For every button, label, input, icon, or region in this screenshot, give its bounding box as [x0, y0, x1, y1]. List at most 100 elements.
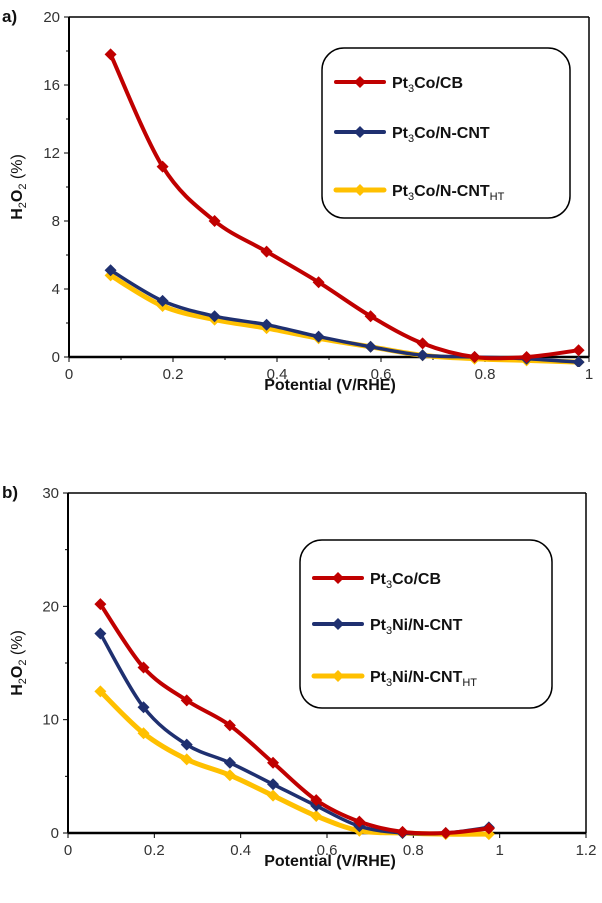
series-Pt3Co/CB [104, 48, 585, 363]
legend-label-part: Pt [370, 617, 387, 634]
y-title-sub: 2 [17, 184, 29, 190]
data-point-marker [396, 825, 409, 838]
series-Pt3Co/N-CNTHT [104, 269, 585, 367]
series-line [98, 602, 491, 836]
legend-marker [332, 618, 344, 630]
legend-label-sub: 3 [408, 191, 414, 203]
data-point-marker [223, 756, 236, 769]
data-point-marker [156, 160, 169, 173]
data-point-marker [180, 694, 193, 707]
legend-item: Pt3Co/CB [312, 571, 441, 591]
legend-label-part: Pt [370, 571, 387, 588]
y-axis-title: H2O2 (%) [9, 154, 29, 220]
data-point-marker [137, 727, 150, 740]
legend-label: Pt3Ni/N-CNTHT [370, 669, 477, 689]
legend-label: Pt3Co/N-CNT [392, 125, 490, 145]
data-point-marker [520, 351, 533, 363]
series-line [108, 272, 582, 365]
legend-label-part: Pt [392, 75, 409, 92]
data-point-marker [94, 685, 107, 698]
y-tick-label: 10 [42, 712, 59, 729]
chart-panel-b: b) 0 10 20 30 0 0.2 0.4 0.6 0.8 1 1.2 Potential (V/R… [2, 483, 596, 870]
data-point-marker [267, 778, 280, 791]
legend-marker [354, 126, 366, 138]
y-title-sub: 2 [17, 202, 29, 208]
data-point-marker [137, 701, 150, 714]
y-tick-label: 8 [52, 213, 60, 230]
chart-panel-a: a) 0 4 8 12 16 20 0 0.2 0.4 0.6 0.8 1 Potential (V/RH… [2, 7, 593, 394]
legend-marker [332, 670, 344, 682]
legend-label: Pt3Co/CB [392, 75, 463, 95]
legend-label: Pt3Co/CB [370, 571, 441, 591]
data-point-marker [104, 48, 117, 61]
legend-box [299, 539, 553, 709]
legend-label-part: Pt [392, 125, 409, 142]
data-point-marker [208, 215, 221, 227]
data-point-marker [267, 756, 280, 769]
legend-label-part: Pt [392, 183, 409, 200]
legend-item: Pt3Co/N-CNTHT [333, 183, 505, 203]
y-title-o: O [9, 666, 26, 678]
y-tick-label: 0 [51, 825, 59, 842]
series-line [108, 52, 581, 361]
data-point-marker [572, 356, 585, 367]
y-title-o: O [9, 190, 26, 202]
data-point-marker [223, 719, 236, 732]
y-title-h: H [9, 208, 26, 220]
legend-label-part: Ni/N-CNT [392, 617, 462, 634]
panel-label: b) [2, 483, 18, 502]
y-tick-label: 4 [52, 281, 60, 298]
legend-marker [332, 572, 344, 584]
y-tick-label: 16 [43, 77, 60, 94]
data-point-marker [267, 789, 280, 802]
series-line [108, 268, 581, 364]
legend-label: Pt3Co/N-CNTHT [392, 183, 505, 203]
legend-item: Pt3Co/CB [334, 75, 463, 95]
data-point-marker [364, 340, 377, 353]
x-tick-label: 0.8 [475, 366, 496, 383]
x-tick-label: 0.2 [163, 366, 184, 383]
legend-label-sub: 3 [386, 677, 392, 689]
data-point-marker [482, 822, 495, 835]
legend-label-part: Co/CB [414, 75, 463, 92]
y-tick-label: 20 [42, 598, 59, 615]
x-tick-label: 0.2 [144, 842, 165, 859]
data-point-marker [312, 330, 325, 343]
y-axis-title: H2O2 (%) [9, 630, 29, 696]
legend-label-sub: 3 [386, 579, 392, 591]
x-tick-label: 0.6 [371, 366, 392, 383]
data-point-marker [310, 810, 323, 822]
data-point-marker [416, 337, 429, 350]
data-point-marker [260, 318, 273, 331]
data-point-marker [156, 294, 169, 307]
legend-label-part: Ni/N-CNT [392, 669, 462, 686]
legend-marker [354, 76, 366, 88]
x-tick-label: 1.2 [576, 842, 597, 859]
x-tick-label: 1 [495, 842, 503, 859]
data-point-marker [94, 627, 107, 640]
data-point-marker [439, 827, 452, 839]
data-point-marker [572, 344, 585, 357]
legend-item: Pt3Ni/N-CNT [312, 617, 463, 637]
data-point-marker [468, 351, 481, 363]
legend-label: Pt3Ni/N-CNT [370, 617, 463, 637]
y-tick-label: 12 [43, 145, 60, 162]
data-point-marker [94, 598, 107, 611]
y-tick-label: 0 [52, 349, 60, 366]
data-point-marker [104, 264, 117, 277]
y-title-sub: 2 [17, 660, 29, 666]
x-tick-label: 0 [64, 842, 72, 859]
legend-marker [354, 184, 366, 196]
legend-label-sub: 3 [408, 133, 414, 145]
y-tick-label: 20 [43, 9, 60, 26]
data-point-marker [137, 661, 150, 674]
panel-label: a) [2, 7, 17, 26]
data-point-marker [310, 794, 323, 807]
data-point-marker [312, 276, 325, 289]
data-point-marker [223, 769, 236, 782]
x-tick-label: 0.4 [267, 366, 288, 383]
y-title-sub: 2 [17, 678, 29, 684]
y-title-percent: (%) [9, 154, 26, 183]
